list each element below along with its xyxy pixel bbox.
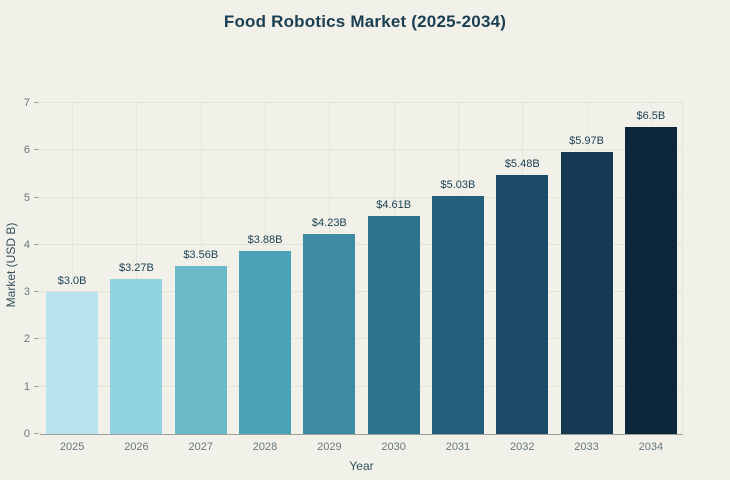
y-tick-mark [34, 149, 39, 151]
h-gridline [40, 196, 683, 198]
x-tick-label: 2025 [59, 441, 85, 453]
bar [110, 279, 163, 434]
y-tick-mark [34, 196, 39, 198]
y-tick-label: 3 [23, 286, 30, 299]
y-tick-label: 6 [23, 144, 30, 157]
bar-value-label: $6.5B [636, 109, 666, 122]
bar-value-label: $3.56B [183, 248, 219, 261]
x-axis: 2025 2026 2027 2028 2029 2030 2031 2032 2033 2034 [40, 441, 683, 455]
bar [303, 233, 356, 434]
y-tick-mark [34, 291, 39, 293]
bar [174, 265, 227, 434]
bar-value-label: $5.03B [440, 179, 476, 192]
y-axis: 0 1 2 3 4 5 6 7 [0, 97, 40, 440]
bar [496, 174, 549, 434]
h-gridline [40, 102, 683, 103]
x-tick-label: 2027 [188, 441, 213, 453]
chart-title: Food Robotics Market (2025-2034) [223, 12, 507, 31]
x-tick-label: 2031 [445, 441, 471, 453]
y-tick-mark [34, 385, 39, 387]
bar [367, 216, 420, 434]
v-gridline [682, 103, 683, 434]
h-gridline [40, 338, 683, 340]
y-tick-label: 2 [23, 333, 30, 346]
v-gridline [72, 103, 74, 434]
x-tick-label: 2033 [574, 441, 599, 453]
bar [46, 292, 99, 434]
bar [624, 126, 677, 434]
y-tick-label: 7 [23, 97, 30, 109]
x-tick-label: 2034 [638, 441, 664, 453]
plot-area: $3.0B $3.27B $3.56B $3.88B $4.23B $4.61B $5.03… [40, 102, 683, 435]
bar-value-label: $3.88B [247, 233, 283, 246]
y-tick-label: 0 [23, 428, 30, 440]
y-tick-label: 5 [23, 191, 30, 204]
h-gridline [40, 149, 683, 151]
bar-value-label: $4.23B [311, 216, 347, 229]
x-tick-label: 2026 [124, 441, 149, 453]
x-axis-title: Year [349, 459, 374, 473]
x-tick-label: 2028 [252, 441, 278, 453]
bar-value-label: $5.48B [504, 157, 540, 170]
y-tick-label: 4 [23, 238, 30, 251]
h-gridline [40, 385, 683, 387]
y-tick-mark [34, 243, 39, 245]
bar-value-label: $4.61B [376, 199, 412, 212]
h-gridline [40, 243, 683, 245]
h-gridline [40, 291, 683, 293]
v-gridline [136, 103, 138, 434]
bar [560, 151, 613, 434]
x-tick-label: 2032 [510, 441, 535, 453]
x-tick-label: 2029 [317, 441, 342, 453]
bar-value-label: $3.0B [57, 275, 87, 288]
bar [239, 250, 292, 434]
y-tick-mark [34, 433, 39, 434]
bar [431, 196, 484, 434]
bar-value-label: $5.97B [569, 134, 604, 147]
y-tick-label: 1 [23, 380, 30, 393]
x-tick-label: 2030 [381, 441, 406, 453]
y-tick-mark [34, 102, 39, 103]
y-tick-mark [34, 338, 39, 340]
bar-value-label: $3.27B [119, 262, 154, 275]
